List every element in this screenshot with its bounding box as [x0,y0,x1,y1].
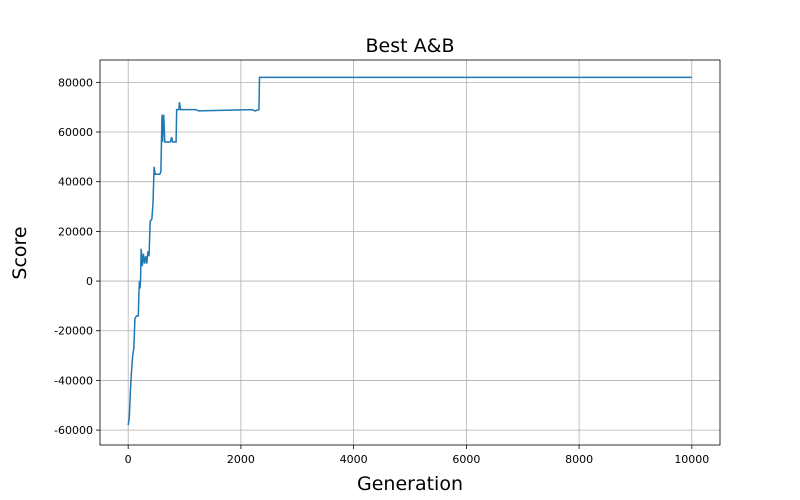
axes-frame [99,59,721,446]
y-tick-label: -40000 [54,374,93,387]
y-tick-label: -20000 [54,325,93,338]
x-tick-label: 4000 [340,453,368,466]
line-series [127,76,692,426]
y-tick-label: 40000 [58,176,93,189]
x-axis-label: Generation [357,473,463,495]
x-tick-label: 8000 [565,453,593,466]
x-tick-label: 10000 [674,453,709,466]
y-tick-label: 0 [86,275,93,288]
chart-title: Best A&B [366,35,455,57]
x-tick-label: 2000 [227,453,255,466]
y-tick-label: 60000 [58,126,93,139]
y-tick-label: -60000 [54,424,93,437]
y-tick-label: 20000 [58,225,93,238]
x-tick-label: 6000 [452,453,480,466]
y-axis-label: Score [9,226,31,279]
y-tick-label: 80000 [58,76,93,89]
x-tick-label: 0 [125,453,132,466]
